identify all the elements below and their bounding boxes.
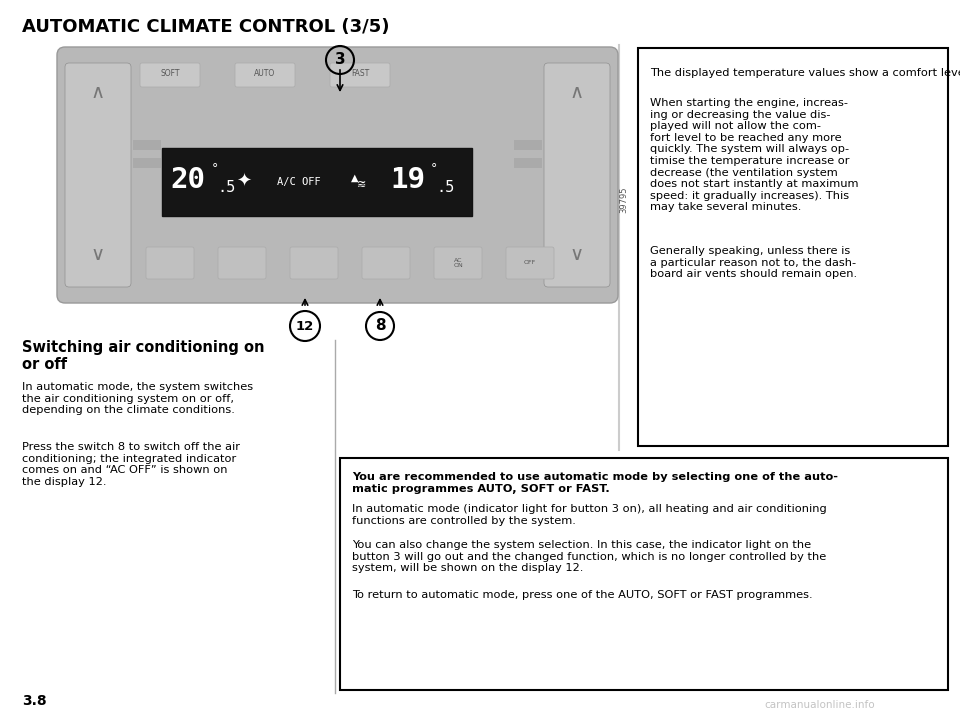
Text: OFF: OFF <box>524 261 536 266</box>
Text: ✦: ✦ <box>236 173 252 191</box>
FancyBboxPatch shape <box>506 247 554 279</box>
Text: 39795: 39795 <box>619 187 629 213</box>
Text: You can also change the system selection. In this case, the indicator light on t: You can also change the system selection… <box>352 540 827 573</box>
Text: The displayed temperature values show a comfort level.: The displayed temperature values show a … <box>650 68 960 78</box>
FancyBboxPatch shape <box>218 247 266 279</box>
Text: SOFT: SOFT <box>160 68 180 77</box>
Text: .5: .5 <box>217 180 235 195</box>
Bar <box>638 48 948 446</box>
Text: 3.8: 3.8 <box>22 694 47 708</box>
Text: Switching air conditioning on
or off: Switching air conditioning on or off <box>22 340 265 373</box>
Text: In automatic mode (indicator light for button 3 on), all heating and air conditi: In automatic mode (indicator light for b… <box>352 504 827 525</box>
Bar <box>133 140 161 150</box>
Text: In automatic mode, the system switches
the air conditioning system on or off,
de: In automatic mode, the system switches t… <box>22 382 253 415</box>
FancyBboxPatch shape <box>140 63 200 87</box>
Text: 20: 20 <box>170 166 205 194</box>
Bar <box>514 158 542 168</box>
Bar <box>340 458 948 690</box>
Text: °: ° <box>212 163 218 175</box>
FancyBboxPatch shape <box>330 63 390 87</box>
FancyBboxPatch shape <box>290 247 338 279</box>
Text: FAST: FAST <box>350 68 370 77</box>
Text: ∧: ∧ <box>570 84 584 102</box>
Text: 12: 12 <box>296 320 314 332</box>
Text: 19: 19 <box>390 166 425 194</box>
Text: Generally speaking, unless there is
a particular reason not to, the dash-
board : Generally speaking, unless there is a pa… <box>650 246 857 279</box>
Bar <box>133 158 161 168</box>
Text: .5: .5 <box>436 180 454 195</box>
Text: To return to automatic mode, press one of the AUTO, SOFT or FAST programmes.: To return to automatic mode, press one o… <box>352 590 812 600</box>
Text: 3: 3 <box>335 53 346 67</box>
Text: When starting the engine, increas-
ing or decreasing the value dis-
played will : When starting the engine, increas- ing o… <box>650 98 858 212</box>
FancyBboxPatch shape <box>57 47 618 303</box>
FancyBboxPatch shape <box>362 247 410 279</box>
Text: ▲: ▲ <box>351 173 359 183</box>
Text: ∨: ∨ <box>91 246 106 265</box>
FancyBboxPatch shape <box>544 63 610 287</box>
FancyBboxPatch shape <box>65 63 131 287</box>
Text: carmanualonline.info: carmanualonline.info <box>765 700 876 710</box>
Bar <box>162 148 472 216</box>
Bar <box>514 140 542 150</box>
FancyBboxPatch shape <box>235 63 295 87</box>
Text: You are recommended to use automatic mode by selecting one of the auto-
matic pr: You are recommended to use automatic mod… <box>352 472 838 493</box>
Text: AUTO: AUTO <box>254 68 276 77</box>
Text: A/C OFF: A/C OFF <box>277 177 321 187</box>
Text: Press the switch 8 to switch off the air
conditioning; the integrated indicator
: Press the switch 8 to switch off the air… <box>22 442 240 487</box>
Text: ∨: ∨ <box>570 246 584 265</box>
FancyBboxPatch shape <box>434 247 482 279</box>
Text: ≋: ≋ <box>357 180 367 190</box>
Text: 8: 8 <box>374 319 385 334</box>
FancyBboxPatch shape <box>146 247 194 279</box>
Text: ∧: ∧ <box>91 84 106 102</box>
Text: °: ° <box>431 163 438 175</box>
Text: AC
ON: AC ON <box>453 258 463 268</box>
Text: AUTOMATIC CLIMATE CONTROL (3/5): AUTOMATIC CLIMATE CONTROL (3/5) <box>22 18 390 36</box>
